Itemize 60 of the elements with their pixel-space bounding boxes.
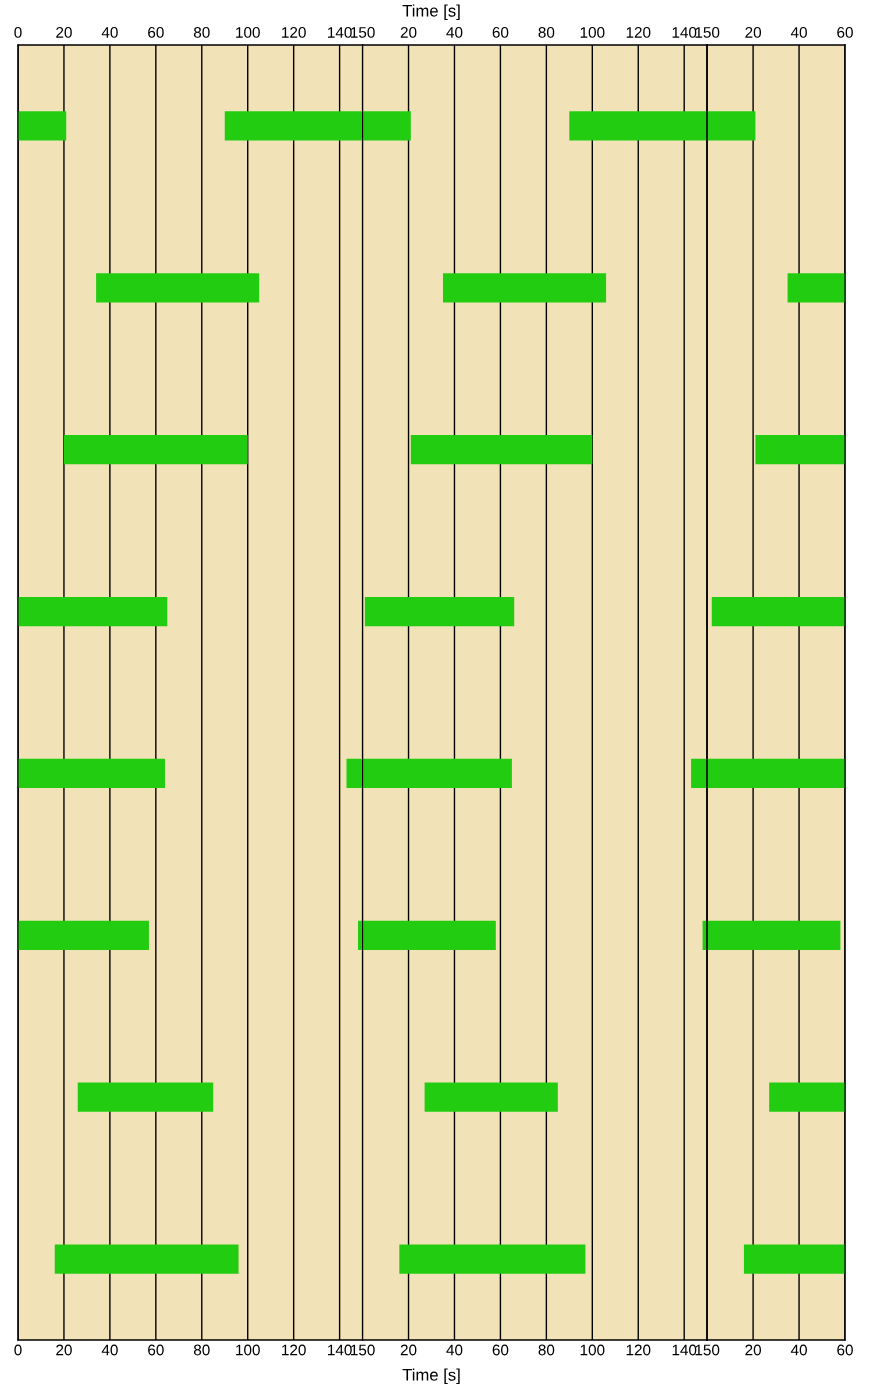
x-tick-label: 100 xyxy=(580,1344,605,1356)
x2-tick-label: 120 xyxy=(626,27,651,38)
x2-tick-label: 20 xyxy=(745,27,762,38)
bar xyxy=(77,1082,214,1112)
x-tick-label: 60 xyxy=(492,1344,509,1356)
bar xyxy=(711,596,845,627)
x2-axis-title: Time [s] xyxy=(402,4,460,20)
x2-tick-label: 80 xyxy=(193,27,210,38)
x2-tick-label: 20 xyxy=(56,27,72,38)
x-tick-label: 150 xyxy=(695,1344,720,1356)
bar xyxy=(442,273,607,303)
x-tick-label: 60 xyxy=(837,1344,853,1356)
x2-tick-label: 0 xyxy=(14,27,22,38)
x-tick-label: 100 xyxy=(236,1344,260,1356)
x-tick-label: 80 xyxy=(193,1344,210,1356)
x-axis-title: Time [s] xyxy=(402,1368,460,1385)
x-tick-label: 20 xyxy=(400,1344,417,1356)
bar xyxy=(63,435,248,465)
bar xyxy=(424,1082,558,1112)
x2-tick-label: 140 xyxy=(672,27,697,38)
x2-tick-label: 80 xyxy=(538,27,555,38)
bar xyxy=(787,273,845,303)
x-tick-label: 140 xyxy=(672,1344,697,1356)
x-tick-label: 120 xyxy=(626,1344,651,1356)
x2-tick-label: 140 xyxy=(328,27,352,38)
bar xyxy=(18,596,168,627)
x-tick-label: 120 xyxy=(282,1344,306,1356)
x2-tick-label: 20 xyxy=(400,27,417,38)
bar xyxy=(18,111,67,141)
bar xyxy=(18,758,166,789)
x2-tick-label: 40 xyxy=(101,27,118,38)
x2-tick-label: 40 xyxy=(446,27,463,38)
x-tick-label: 20 xyxy=(745,1344,762,1356)
x2-tick-label: 60 xyxy=(492,27,509,38)
x-tick-label: 140 xyxy=(328,1344,352,1356)
bar xyxy=(54,1244,239,1274)
bar xyxy=(364,596,515,627)
x-tick-label: 40 xyxy=(446,1344,463,1356)
bar xyxy=(755,435,845,465)
x2-tick-label: 150 xyxy=(695,27,720,38)
x2-tick-label: 100 xyxy=(236,27,260,38)
x2-tick-label: 60 xyxy=(837,27,853,38)
x-tick-label: 60 xyxy=(148,1344,164,1356)
bar xyxy=(18,920,149,950)
bar xyxy=(399,1244,586,1274)
bar xyxy=(769,1082,845,1112)
x2-tick-label: 120 xyxy=(282,27,306,38)
bar xyxy=(743,1244,845,1274)
x-tick-label: 150 xyxy=(351,1344,375,1356)
x2-tick-label: 40 xyxy=(790,27,807,38)
bar xyxy=(410,435,593,465)
x-tick-label: 0 xyxy=(14,1344,22,1356)
bar xyxy=(96,273,260,303)
x-tick-label: 40 xyxy=(101,1344,118,1356)
x2-tick-label: 150 xyxy=(351,27,375,38)
x-tick-label: 40 xyxy=(790,1344,807,1356)
x2-tick-label: 100 xyxy=(580,27,605,38)
x-tick-label: 20 xyxy=(56,1344,72,1356)
x-tick-label: 80 xyxy=(538,1344,555,1356)
x2-tick-label: 60 xyxy=(148,27,164,38)
